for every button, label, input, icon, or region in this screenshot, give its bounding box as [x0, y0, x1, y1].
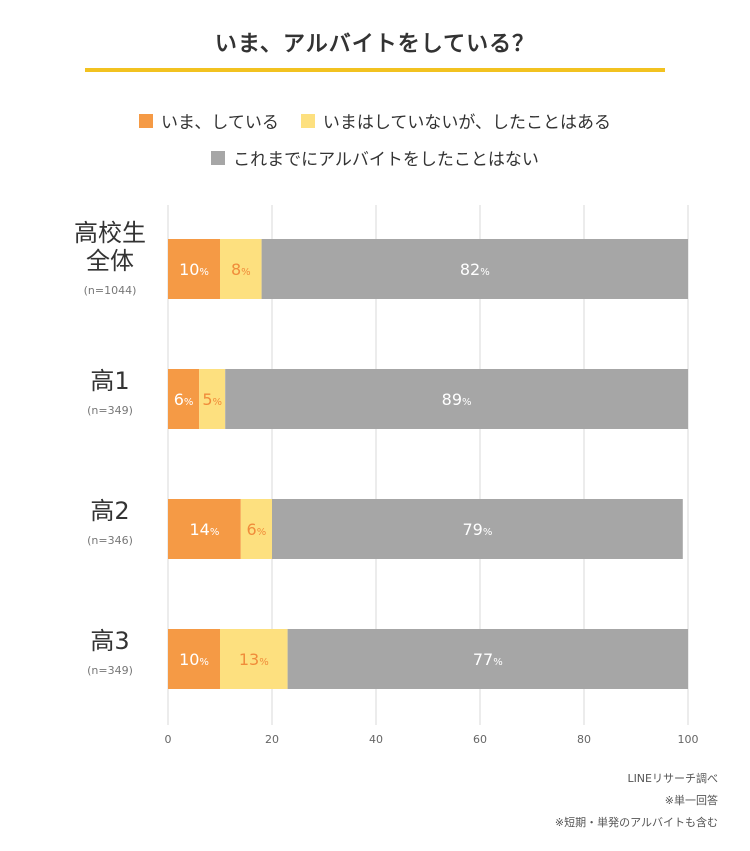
legend-swatch-never [211, 150, 226, 165]
data-label-0-2: 82% [460, 260, 490, 279]
bar-segment-0-2 [261, 239, 688, 299]
x-tick-label-20: 20 [265, 733, 279, 746]
footnote-source: LINEリサーチ調べ [627, 772, 718, 785]
category-label-2-0: 高2 [90, 497, 129, 525]
data-label-2-1: 6% [247, 520, 267, 539]
category-label-3-0: 高3 [90, 627, 129, 655]
data-label-3-1: 13% [239, 650, 269, 669]
data-label-2-0: 14% [189, 520, 219, 539]
bar-segment-3-2 [287, 629, 688, 689]
category-n-3: (n=349) [87, 664, 133, 677]
title-underline [85, 68, 665, 72]
bar-segment-0-1 [220, 239, 262, 299]
bar-segment-3-0 [168, 629, 220, 689]
data-label-1-1: 5% [202, 390, 222, 409]
bar-segment-2-1 [240, 499, 272, 559]
legend-item-never: これまでにアルバイトをしたことはない [211, 145, 539, 170]
footnote-scope: ※短期・単発のアルバイトも含む [554, 816, 718, 829]
bar-segment-3-1 [220, 629, 288, 689]
data-label-3-2: 77% [473, 650, 503, 669]
data-label-1-0: 6% [174, 390, 194, 409]
category-label-1-0: 高1 [90, 367, 129, 395]
x-tick-label-60: 60 [473, 733, 487, 746]
legend-label-past: いまはしていないが、したことはある [322, 113, 611, 133]
category-label-0-0: 高校生 [74, 219, 146, 247]
legend-item-current: いま、している [139, 108, 279, 133]
bar-segment-1-0 [168, 369, 200, 429]
data-label-0-1: 8% [231, 260, 251, 279]
legend-row-2: これまでにアルバイトをしたことはない [0, 145, 750, 170]
bar-segment-0-0 [168, 239, 220, 299]
legend-swatch-current [139, 113, 154, 128]
chart-title: いま、アルバイトをしている？ [214, 32, 536, 57]
category-n-0: (n=1044) [84, 284, 137, 297]
data-label-2-2: 79% [462, 520, 492, 539]
x-tick-label-100: 100 [678, 733, 699, 746]
data-label-0-0: 10% [179, 260, 209, 279]
legend-item-past: いまはしていないが、したことはある [300, 108, 611, 133]
legend-label-current: いま、している [161, 113, 279, 133]
bar-segment-1-1 [199, 369, 226, 429]
x-tick-label-0: 0 [165, 733, 172, 746]
footnote-single-answer: ※単一回答 [664, 794, 718, 807]
legend-label-never: これまでにアルバイトをしたことはない [233, 150, 539, 170]
x-tick-label-80: 80 [577, 733, 591, 746]
category-label-0-1: 全体 [86, 247, 134, 275]
category-n-2: (n=346) [87, 534, 133, 547]
data-label-3-0: 10% [179, 650, 209, 669]
bar-segment-1-2 [225, 369, 688, 429]
bar-segment-2-0 [168, 499, 241, 559]
legend-row-1: いま、している いまはしていないが、したことはある [0, 108, 750, 133]
legend-swatch-past [300, 113, 315, 128]
bar-segment-2-2 [272, 499, 683, 559]
x-tick-label-40: 40 [369, 733, 383, 746]
footnotes: LINEリサーチ調べ ※単一回答 ※短期・単発のアルバイトも含む [555, 768, 718, 834]
category-n-1: (n=349) [87, 404, 133, 417]
data-label-1-2: 89% [442, 390, 472, 409]
